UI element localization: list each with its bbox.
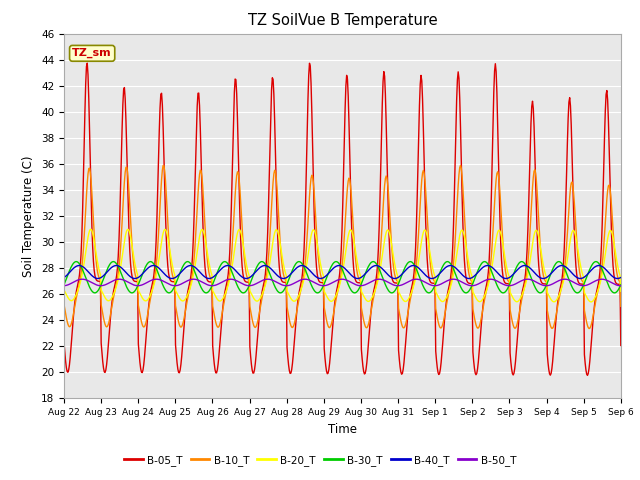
B-10_T	[214, 324, 221, 330]
B-30_T	[410, 262, 418, 267]
B-40_T	[411, 263, 419, 269]
B-05_T	[70, 307, 78, 312]
Text: TZ_sm: TZ_sm	[72, 48, 112, 59]
X-axis label: Time: Time	[328, 423, 357, 436]
Legend: B-05_T, B-10_T, B-20_T, B-30_T, B-40_T, B-50_T: B-05_T, B-10_T, B-20_T, B-30_T, B-40_T, …	[120, 451, 520, 470]
B-20_T	[428, 257, 435, 263]
B-20_T	[588, 299, 595, 305]
Line: B-50_T: B-50_T	[64, 279, 621, 286]
B-05_T	[128, 274, 136, 280]
B-05_T	[428, 280, 435, 286]
B-40_T	[184, 263, 192, 269]
Line: B-10_T: B-10_T	[64, 166, 621, 328]
B-20_T	[617, 288, 625, 294]
B-40_T	[410, 263, 417, 268]
B-30_T	[70, 260, 78, 265]
B-20_T	[411, 279, 419, 285]
B-20_T	[70, 296, 78, 301]
B-40_T	[428, 276, 435, 281]
B-50_T	[428, 282, 436, 288]
B-05_T	[60, 339, 68, 345]
B-05_T	[83, 60, 91, 66]
B-50_T	[214, 282, 221, 288]
B-50_T	[70, 279, 78, 285]
B-10_T	[410, 279, 418, 285]
B-40_T	[617, 275, 625, 280]
B-50_T	[412, 276, 419, 282]
Title: TZ SoilVue B Temperature: TZ SoilVue B Temperature	[248, 13, 437, 28]
Line: B-30_T: B-30_T	[64, 262, 621, 293]
B-20_T	[214, 297, 222, 303]
B-05_T	[214, 361, 222, 367]
B-20_T	[60, 287, 68, 293]
B-30_T	[499, 290, 507, 296]
Line: B-40_T: B-40_T	[64, 265, 621, 278]
B-50_T	[301, 276, 308, 282]
B-30_T	[184, 259, 192, 264]
B-30_T	[426, 289, 434, 295]
B-05_T	[185, 285, 193, 290]
B-10_T	[60, 301, 68, 307]
B-10_T	[457, 163, 465, 168]
B-30_T	[60, 282, 68, 288]
B-05_T	[411, 260, 419, 266]
B-50_T	[60, 283, 68, 288]
B-50_T	[319, 283, 327, 288]
B-10_T	[127, 232, 135, 238]
B-20_T	[185, 289, 193, 295]
B-50_T	[184, 277, 192, 283]
B-10_T	[426, 260, 434, 266]
B-40_T	[428, 276, 436, 281]
B-05_T	[584, 372, 591, 378]
B-20_T	[128, 243, 136, 249]
B-50_T	[127, 281, 135, 287]
Line: B-05_T: B-05_T	[64, 63, 621, 375]
B-30_T	[617, 282, 625, 288]
B-40_T	[127, 275, 135, 280]
B-10_T	[70, 308, 78, 313]
B-30_T	[127, 290, 135, 296]
Line: B-20_T: B-20_T	[64, 229, 621, 302]
B-40_T	[214, 270, 221, 276]
B-40_T	[70, 265, 78, 271]
B-05_T	[617, 343, 625, 348]
B-10_T	[184, 294, 192, 300]
Y-axis label: Soil Temperature (C): Soil Temperature (C)	[22, 155, 35, 277]
B-30_T	[214, 269, 221, 275]
B-20_T	[87, 227, 95, 232]
B-10_T	[585, 325, 593, 331]
B-40_T	[60, 275, 68, 280]
B-30_T	[518, 259, 525, 264]
B-10_T	[617, 303, 625, 309]
B-50_T	[617, 283, 625, 288]
